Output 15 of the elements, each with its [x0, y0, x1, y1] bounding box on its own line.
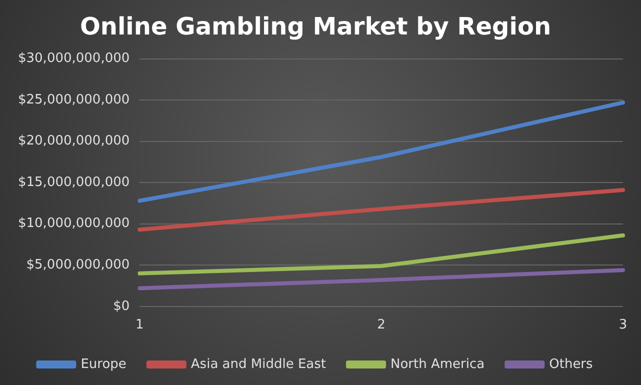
x-tick-label: 2	[377, 318, 386, 333]
legend-label: Europe	[80, 356, 126, 372]
legend-label: North America	[390, 356, 485, 372]
legend-label: Others	[549, 356, 594, 372]
chart-title: Online Gambling Market by Region	[80, 12, 552, 41]
legend-label: Asia and Middle East	[190, 356, 326, 372]
x-tick-label: 3	[618, 318, 628, 333]
y-tick-label: $25,000,000,000	[18, 92, 130, 108]
y-tick-label: $15,000,000,000	[18, 174, 130, 190]
y-tick-label: $0	[113, 298, 130, 314]
y-tick-label: $10,000,000,000	[18, 216, 130, 232]
y-tick-label: $30,000,000,000	[18, 51, 130, 66]
y-tick-label: $20,000,000,000	[18, 134, 130, 149]
y-tick-label: $5,000,000,000	[26, 258, 130, 273]
x-tick-label: 1	[136, 318, 144, 333]
